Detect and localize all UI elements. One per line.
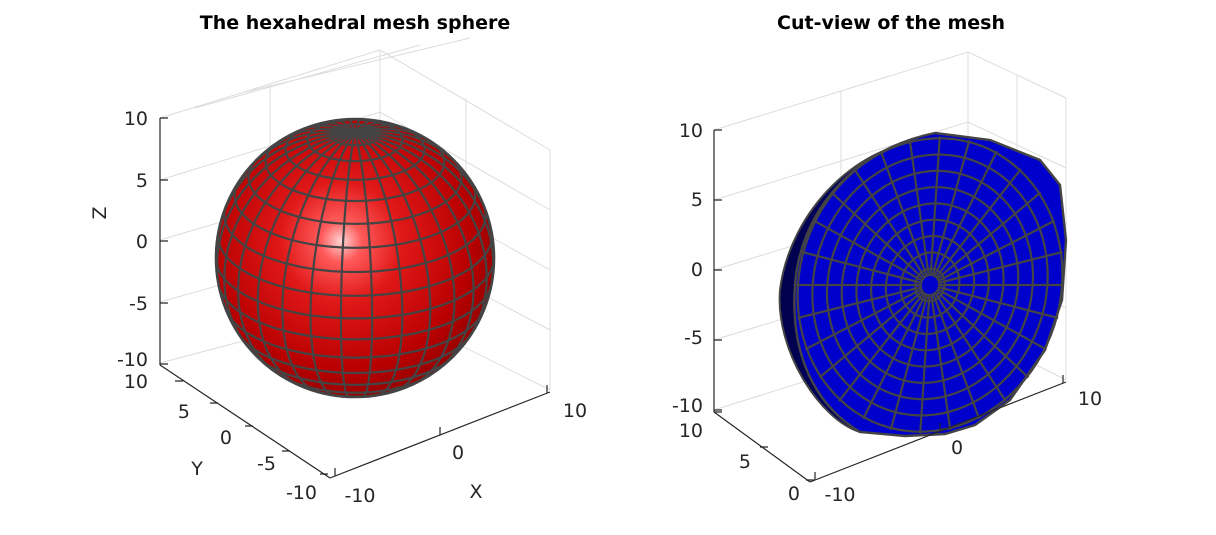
mesh-longitude-line bbox=[353, 132, 374, 398]
chart-2-axes bbox=[713, 129, 1067, 483]
mesh-longitude-line bbox=[339, 132, 357, 398]
z-tick-label: -5 bbox=[129, 293, 148, 315]
mesh-radial-line bbox=[929, 136, 941, 277]
x-tick-label: 10 bbox=[1078, 388, 1102, 410]
z-tick-label: 10 bbox=[679, 120, 703, 142]
chart-2: Cut-view of the mesh 10 5 0 -5 -10 10 bbox=[672, 12, 1102, 506]
chart-2-half-sphere bbox=[778, 131, 1068, 438]
mesh-radial-line bbox=[936, 287, 1047, 351]
z-tick-label: 5 bbox=[691, 189, 703, 211]
mesh-radial-line bbox=[862, 292, 927, 420]
mesh-radial-line bbox=[937, 285, 1059, 320]
x-axis-ticks bbox=[334, 385, 548, 476]
x-tick-label: 10 bbox=[563, 400, 587, 422]
mesh-radial-line bbox=[937, 219, 1056, 283]
mesh-radial-line bbox=[933, 150, 998, 278]
y-axis-line bbox=[159, 364, 331, 479]
mesh-longitude-line bbox=[223, 131, 356, 349]
mesh-radial-line bbox=[937, 250, 1063, 285]
chart-1-axes bbox=[159, 117, 551, 479]
mesh-radial-line bbox=[935, 191, 1042, 281]
x-tick-label: -10 bbox=[344, 485, 375, 507]
z-tick-label: 0 bbox=[136, 231, 148, 253]
sphere-outline bbox=[214, 117, 496, 399]
x-tick-label: -10 bbox=[824, 484, 855, 506]
chart-2-title: Cut-view of the mesh bbox=[777, 12, 1005, 34]
mesh-longitude-line bbox=[236, 131, 356, 376]
mesh-radial-line bbox=[889, 293, 929, 431]
y-tick-label: 0 bbox=[788, 483, 800, 505]
z-axis-label: Z bbox=[89, 206, 111, 219]
mesh-longitude-line bbox=[354, 131, 432, 394]
y-tick-label: 10 bbox=[124, 371, 148, 393]
chart-1-title: The hexahedral mesh sphere bbox=[200, 12, 511, 34]
mesh-radial-line bbox=[933, 291, 1007, 402]
mesh-longitude-line bbox=[354, 132, 404, 397]
chart-2-y-tick-labels: 10 5 0 bbox=[679, 420, 800, 505]
x-tick-label: 0 bbox=[951, 437, 963, 459]
x-axis-line bbox=[809, 381, 1067, 483]
z-axis-ticks bbox=[160, 117, 168, 365]
mesh-radial-line bbox=[908, 140, 930, 277]
sphere-surface bbox=[216, 119, 494, 397]
y-tick-label: -10 bbox=[286, 482, 317, 504]
chart-1-sphere bbox=[214, 117, 496, 399]
chart-1-y-tick-labels: 10 5 0 -5 -10 bbox=[124, 371, 317, 504]
mesh-radial-line bbox=[853, 168, 927, 279]
y-axis-label: Y bbox=[190, 458, 203, 480]
z-tick-label: -5 bbox=[684, 327, 703, 349]
mesh-radial-line bbox=[804, 287, 923, 351]
z-tick-label: -10 bbox=[117, 349, 148, 371]
mesh-longitude-line bbox=[354, 131, 488, 345]
y-tick-label: 5 bbox=[178, 401, 190, 423]
mesh-radial-line bbox=[879, 150, 929, 278]
z-tick-label: -10 bbox=[672, 395, 703, 417]
chart-2-x-tick-labels: -10 0 10 bbox=[824, 388, 1102, 506]
mesh-radial-line bbox=[797, 285, 923, 320]
mesh-radial-line bbox=[838, 291, 926, 402]
mesh-radial-line bbox=[935, 289, 1030, 379]
chart-2-z-tick-labels: 10 5 0 -5 -10 bbox=[672, 120, 703, 417]
y-tick-label: 10 bbox=[679, 420, 703, 442]
y-axis-ticks bbox=[714, 411, 814, 481]
mesh-radial-line bbox=[934, 168, 1022, 279]
mesh-longitude-line bbox=[309, 132, 356, 397]
mesh-radial-line bbox=[801, 250, 923, 285]
chart-1-z-tick-labels: 10 5 0 -5 -10 bbox=[117, 108, 148, 371]
z-axis-ticks bbox=[714, 129, 722, 411]
mesh-radial-line bbox=[813, 219, 924, 283]
y-tick-label: 0 bbox=[220, 427, 232, 449]
y-tick-label: 5 bbox=[739, 451, 751, 473]
x-axis-label: X bbox=[469, 481, 482, 503]
mesh-radial-line bbox=[931, 292, 981, 420]
mesh-radial-line bbox=[830, 191, 925, 281]
chart-1: The hexahedral mesh sphere 10 5 0 -5 -10… bbox=[89, 12, 587, 507]
y-tick-label: -5 bbox=[257, 453, 276, 475]
z-tick-label: 0 bbox=[691, 259, 703, 281]
mesh-longitude-line bbox=[281, 131, 356, 394]
mesh-radial-line bbox=[919, 293, 931, 434]
y-axis-ticks bbox=[175, 380, 328, 475]
mesh-longitude-line bbox=[354, 131, 475, 373]
z-tick-label: 10 bbox=[124, 108, 148, 130]
mesh-radial-line bbox=[931, 139, 971, 277]
chart-1-x-tick-labels: -10 0 10 bbox=[344, 400, 587, 507]
z-tick-label: 5 bbox=[136, 170, 148, 192]
mesh-longitude-line bbox=[354, 131, 456, 387]
mesh-radial-line bbox=[930, 293, 952, 430]
mesh-radial-line bbox=[818, 289, 925, 379]
x-axis-ticks bbox=[814, 375, 1064, 480]
x-tick-label: 0 bbox=[452, 442, 464, 464]
mesh-longitude-line bbox=[256, 131, 356, 388]
